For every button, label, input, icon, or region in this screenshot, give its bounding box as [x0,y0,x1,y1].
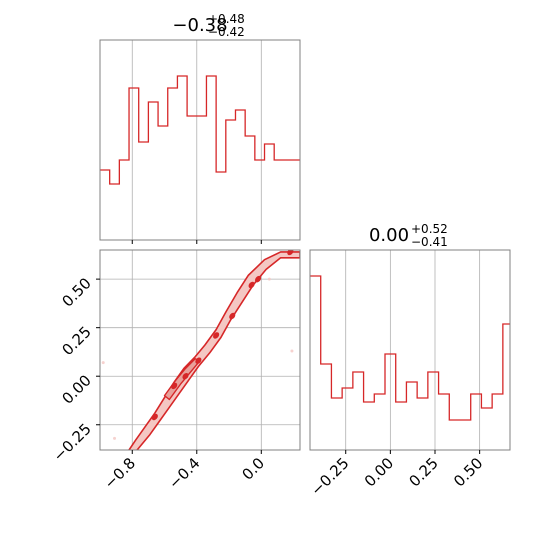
hist-x-bin-5 [148,102,158,240]
hist-y-frame [309,249,511,451]
hist-x-bin-15 [245,136,255,240]
hist-x-bin-18 [274,160,284,240]
hist-y-bin-18 [503,324,510,450]
hist-y-xtick-label-1: 0.00 [361,454,397,490]
hist-x-bin-14 [235,110,245,240]
hist-y-bin-14 [460,420,471,450]
hist-x-bin-6 [158,126,168,240]
hist-x-bin-12 [216,172,226,240]
joint-xtick-label-0: −0.8 [101,454,139,492]
hist-y-title: 0.00 [369,225,409,246]
hist-y-bin-16 [481,408,492,450]
hist-y-bin-2 [331,398,342,450]
hist-y-bin-12 [439,394,450,450]
joint-outer-contour [128,251,300,450]
joint-outlier-4 [290,349,294,353]
hist-y-panel: −0.25 0.00 0.25 0.50 [307,249,511,499]
hist-y-title-minus: −0.41 [411,235,448,249]
joint-outlier-1 [105,450,108,453]
hist-y-bin-17 [492,394,503,450]
joint-xtick-label-1: −0.4 [165,454,203,492]
hist-y-title-plus: +0.52 [411,222,448,236]
joint-inner-contour [163,358,201,401]
joint-contour-panel: −0.8 −0.4 0.0 −0.25 0.00 0.25 0.50 [50,249,301,493]
hist-y-title-main: 0.00 [369,225,409,246]
joint-frame [99,249,301,451]
joint-core-3 [195,357,202,364]
hist-x-title-main: −0.38 [172,15,227,36]
hist-x-bin-13 [226,120,236,240]
joint-outlier-0 [101,361,105,365]
hist-y-bin-8 [396,402,407,450]
hist-y-xtick-label-3: 0.50 [450,454,486,490]
joint-core-4 [213,332,220,339]
joint-core-0 [151,413,158,421]
hist-x-bin-0 [100,170,110,240]
hist-x-title-plus: +0.48 [208,12,245,26]
joint-core-7 [255,275,262,283]
joint-core-1 [171,382,178,390]
hist-y-bin-13 [449,420,460,450]
joint-xtick-label-2: 0.0 [239,454,269,484]
hist-x-bin-1 [110,184,120,240]
hist-y-bin-15 [471,394,482,450]
hist-y-bin-5 [364,402,375,450]
hist-y-bin-11 [428,372,439,450]
joint-outlier-3 [267,277,271,281]
hist-x-panel [99,39,301,244]
hist-x-bin-7 [168,88,178,240]
joint-ytick-label-2: 0.25 [58,323,94,359]
hist-y-bin-1 [321,364,332,450]
hist-y-xtick-label-0: −0.25 [307,454,352,499]
joint-ytick-label-1: 0.00 [58,371,94,407]
hist-x-bin-19 [284,160,300,240]
hist-x-bin-16 [255,160,265,240]
hist-x-bin-9 [187,116,197,240]
joint-ytick-label-0: −0.25 [50,420,95,465]
hist-x-bin-11 [206,76,216,240]
joint-core-6 [248,281,255,289]
hist-x-bin-2 [119,160,129,240]
hist-x-bin-8 [177,76,187,240]
hist-y-bin-9 [406,382,417,450]
hist-x-bin-10 [197,116,207,240]
hist-x-title: −0.38 [172,15,227,36]
joint-outlier-2 [113,436,117,440]
hist-x-title-minus: −0.42 [208,25,245,39]
joint-core-2 [182,372,189,380]
hist-x-bin-3 [129,88,139,240]
hist-y-bin-6 [374,394,385,450]
hist-y-bin-0 [310,276,321,450]
hist-y-xtick-label-2: 0.25 [405,454,441,490]
hist-x-bin-4 [139,142,149,240]
hist-y-bin-10 [417,398,428,450]
hist-y-bin-4 [353,372,364,450]
hist-y-steps [310,275,510,421]
hist-x-steps [100,75,300,185]
joint-ytick-label-3: 0.50 [58,274,94,310]
hist-y-bin-3 [342,388,353,450]
hist-x-bin-17 [265,144,275,240]
joint-core-5 [229,312,236,320]
hist-y-bin-7 [385,354,396,450]
joint-body [101,250,300,453]
hist-x-frame [99,39,301,241]
